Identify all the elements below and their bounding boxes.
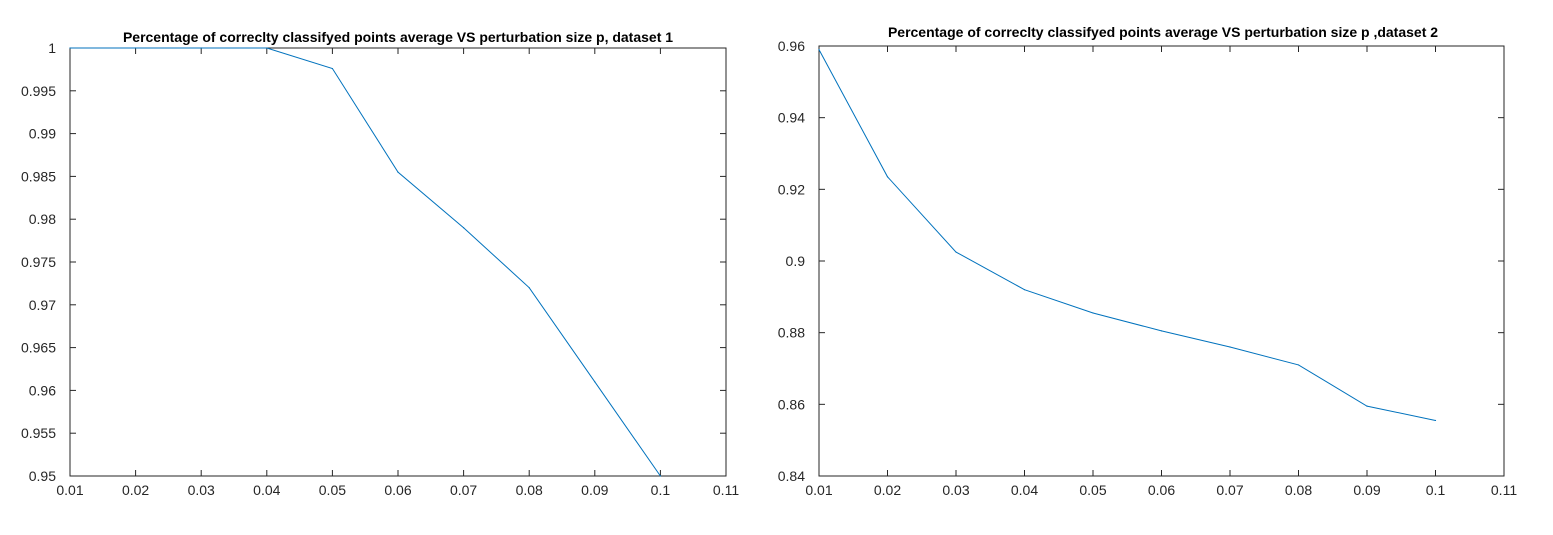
data-point bbox=[886, 176, 889, 178]
data-point bbox=[69, 47, 71, 49]
chart-panel-2: Percentage of correclty classifyed point… bbox=[778, 24, 1518, 498]
x-tick-label: 0.04 bbox=[253, 482, 280, 498]
chart-title: Percentage of correclty classifyed point… bbox=[888, 24, 1438, 40]
x-tick-label: 0.03 bbox=[188, 482, 215, 498]
y-tick-label: 0.96 bbox=[778, 38, 805, 54]
data-point bbox=[1023, 289, 1026, 291]
x-tick-label: 0.05 bbox=[1079, 482, 1106, 498]
x-tick-label: 0.05 bbox=[319, 482, 346, 498]
x-tick-label: 0.11 bbox=[1491, 482, 1517, 498]
x-tick-label: 0.07 bbox=[1216, 482, 1243, 498]
data-point bbox=[818, 48, 820, 51]
x-tick-label: 0.1 bbox=[1426, 482, 1446, 498]
data-point bbox=[1297, 364, 1300, 366]
data-point bbox=[331, 67, 333, 70]
x-tick-label: 0.06 bbox=[384, 482, 411, 498]
x-tick-label: 0.03 bbox=[942, 482, 969, 498]
data-point bbox=[266, 47, 268, 49]
series-line bbox=[70, 47, 661, 477]
x-tick-label: 0.07 bbox=[450, 482, 477, 498]
y-tick-label: 0.98 bbox=[29, 211, 56, 227]
data-point bbox=[528, 287, 530, 289]
axes-box bbox=[818, 45, 1505, 477]
data-point bbox=[1160, 330, 1163, 332]
data-point bbox=[955, 251, 957, 253]
y-tick-label: 0.995 bbox=[21, 83, 56, 99]
x-tick-label: 0.04 bbox=[1011, 482, 1038, 498]
axes-box bbox=[69, 47, 727, 477]
x-tick-label: 0.08 bbox=[1285, 482, 1312, 498]
data-point bbox=[135, 47, 137, 49]
y-tick-label: 0.965 bbox=[21, 340, 56, 356]
y-tick-label: 0.955 bbox=[21, 425, 56, 441]
data-point bbox=[1092, 312, 1094, 314]
y-tick-label: 0.86 bbox=[778, 396, 805, 412]
x-tick-label: 0.11 bbox=[713, 482, 739, 498]
x-tick-label: 0.1 bbox=[651, 482, 671, 498]
data-point bbox=[1366, 405, 1368, 407]
data-point bbox=[397, 171, 399, 173]
data-point bbox=[200, 47, 202, 49]
y-tick-label: 0.97 bbox=[29, 297, 56, 313]
x-tick-label: 0.09 bbox=[581, 482, 608, 498]
y-tick-label: 0.99 bbox=[29, 126, 56, 142]
data-point bbox=[1229, 346, 1231, 348]
y-tick-label: 0.975 bbox=[21, 254, 56, 270]
x-tick-label: 0.02 bbox=[874, 482, 901, 498]
y-tick-label: 0.88 bbox=[778, 325, 805, 341]
series-line bbox=[818, 49, 1436, 421]
x-tick-label: 0.01 bbox=[805, 482, 832, 498]
y-tick-label: 0.96 bbox=[29, 382, 56, 398]
y-tick-label: 0.9 bbox=[786, 253, 806, 269]
x-tick-label: 0.08 bbox=[516, 482, 543, 498]
x-tick-label: 0.09 bbox=[1353, 482, 1380, 498]
data-point bbox=[659, 475, 662, 477]
x-tick-label: 0.01 bbox=[56, 482, 83, 498]
y-tick-label: 0.985 bbox=[21, 168, 56, 184]
data-point bbox=[1434, 419, 1437, 422]
y-tick-label: 0.84 bbox=[778, 468, 805, 484]
x-tick-label: 0.06 bbox=[1148, 482, 1175, 498]
y-tick-label: 0.92 bbox=[778, 181, 805, 197]
chart-title: Percentage of correclty classifyed point… bbox=[123, 29, 673, 45]
data-point bbox=[463, 227, 465, 229]
y-tick-label: 0.95 bbox=[29, 468, 56, 484]
y-tick-label: 1 bbox=[48, 40, 56, 56]
data-point bbox=[594, 381, 596, 383]
chart-panel-1: Percentage of correclty classifyed point… bbox=[21, 29, 739, 498]
x-tick-label: 0.02 bbox=[122, 482, 149, 498]
y-tick-label: 0.94 bbox=[778, 110, 805, 126]
